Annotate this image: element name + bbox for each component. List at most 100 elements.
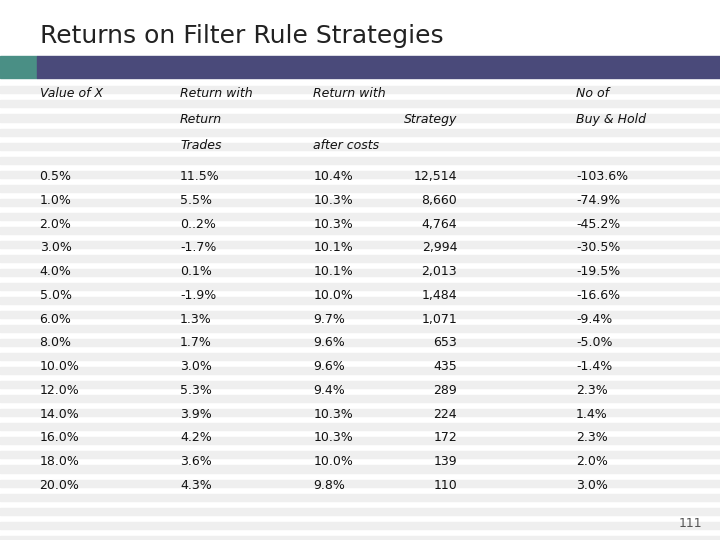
Text: 10.1%: 10.1% [313,265,353,278]
Text: -1.9%: -1.9% [180,289,216,302]
Bar [0,494,720,501]
Text: 653: 653 [433,336,457,349]
Text: Buy & Hold: Buy & Hold [576,113,646,126]
Text: Return with: Return with [313,87,386,100]
Bar [0,241,720,248]
Text: 14.0%: 14.0% [40,408,79,421]
Text: 9.8%: 9.8% [313,479,345,492]
Text: -9.4%: -9.4% [576,313,612,326]
Text: 4.2%: 4.2% [180,431,212,444]
Text: 1.7%: 1.7% [180,336,212,349]
Text: 2.3%: 2.3% [576,431,608,444]
Bar [0,465,720,472]
Text: 2,013: 2,013 [422,265,457,278]
Text: Trades: Trades [180,139,222,152]
Bar [0,395,720,402]
Bar [0,269,720,276]
Text: -5.0%: -5.0% [576,336,613,349]
Text: -74.9%: -74.9% [576,194,620,207]
Text: -103.6%: -103.6% [576,170,628,183]
Text: 435: 435 [433,360,457,373]
Text: 2.3%: 2.3% [576,384,608,397]
Text: -16.6%: -16.6% [576,289,620,302]
Bar [0,129,720,136]
Text: 4.0%: 4.0% [40,265,71,278]
Bar [0,367,720,374]
Text: -45.2%: -45.2% [576,218,620,231]
Text: 10.3%: 10.3% [313,194,353,207]
Text: 3.0%: 3.0% [40,241,71,254]
Text: 10.3%: 10.3% [313,408,353,421]
Bar [0,185,720,192]
Bar [0,423,720,430]
Bar [0,213,720,220]
Bar [0,227,720,234]
Text: 12,514: 12,514 [414,170,457,183]
Text: after costs: after costs [313,139,379,152]
Bar [0,56,37,78]
Text: 4,764: 4,764 [422,218,457,231]
Text: 10.0%: 10.0% [313,455,353,468]
Text: 9.6%: 9.6% [313,360,345,373]
Bar [0,86,720,93]
Text: 12.0%: 12.0% [40,384,79,397]
Text: 1.3%: 1.3% [180,313,212,326]
Text: 289: 289 [433,384,457,397]
Text: 3.0%: 3.0% [576,479,608,492]
Text: -1.4%: -1.4% [576,360,612,373]
Text: -30.5%: -30.5% [576,241,621,254]
Bar [0,451,720,458]
Text: 16.0%: 16.0% [40,431,79,444]
Text: 1.0%: 1.0% [40,194,71,207]
Text: 9.7%: 9.7% [313,313,345,326]
Text: 10.0%: 10.0% [40,360,79,373]
Bar [0,536,720,540]
Text: 2,994: 2,994 [422,241,457,254]
Text: -19.5%: -19.5% [576,265,620,278]
Text: No of: No of [576,87,609,100]
Text: 111: 111 [678,517,702,530]
Bar [0,311,720,318]
Text: 10.0%: 10.0% [313,289,353,302]
Text: 6.0%: 6.0% [40,313,71,326]
Text: 20.0%: 20.0% [40,479,79,492]
Text: 5.5%: 5.5% [180,194,212,207]
Text: 3.6%: 3.6% [180,455,212,468]
Text: 10.3%: 10.3% [313,218,353,231]
Text: 3.9%: 3.9% [180,408,212,421]
Text: 2.0%: 2.0% [576,455,608,468]
Bar [0,508,720,515]
Text: 0.1%: 0.1% [180,265,212,278]
Text: 4.3%: 4.3% [180,479,212,492]
Text: 10.3%: 10.3% [313,431,353,444]
Bar [0,114,720,122]
Text: 9.4%: 9.4% [313,384,345,397]
Text: Return: Return [180,113,222,126]
Text: Returns on Filter Rule Strategies: Returns on Filter Rule Strategies [40,24,444,48]
Bar [37,56,720,78]
Text: 11.5%: 11.5% [180,170,220,183]
Text: 5.3%: 5.3% [180,384,212,397]
Text: 3.0%: 3.0% [180,360,212,373]
Text: -1.7%: -1.7% [180,241,217,254]
Text: Strategy: Strategy [404,113,457,126]
Text: 2.0%: 2.0% [40,218,71,231]
Text: 1.4%: 1.4% [576,408,608,421]
Bar [0,437,720,444]
Text: 224: 224 [433,408,457,421]
Bar [0,283,720,290]
Text: 1,071: 1,071 [421,313,457,326]
Text: 18.0%: 18.0% [40,455,79,468]
Bar [0,353,720,360]
Bar [0,339,720,346]
Bar [0,297,720,304]
Bar [0,381,720,388]
Text: 0..2%: 0..2% [180,218,216,231]
Text: 9.6%: 9.6% [313,336,345,349]
Bar [0,157,720,164]
Text: 0.5%: 0.5% [40,170,71,183]
Bar [0,255,720,262]
Bar [0,199,720,206]
Text: 5.0%: 5.0% [40,289,71,302]
Bar [0,325,720,332]
